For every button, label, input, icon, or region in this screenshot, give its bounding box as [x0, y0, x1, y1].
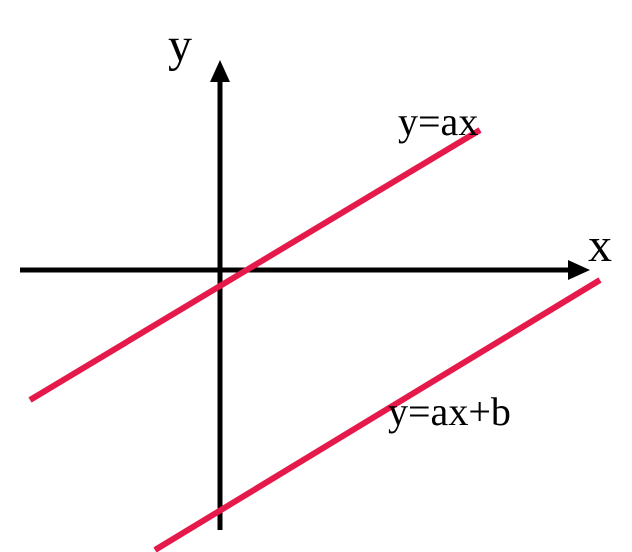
- line1-label: y=ax: [398, 98, 478, 145]
- x-axis-label: x: [588, 218, 612, 273]
- y-axis-arrow: [210, 60, 230, 82]
- y-axis-label: y: [168, 18, 192, 73]
- x-axis-arrow: [568, 260, 590, 280]
- line-yax: [30, 130, 480, 400]
- line2-label: y=ax+b: [388, 388, 511, 435]
- chart-canvas: [0, 0, 632, 552]
